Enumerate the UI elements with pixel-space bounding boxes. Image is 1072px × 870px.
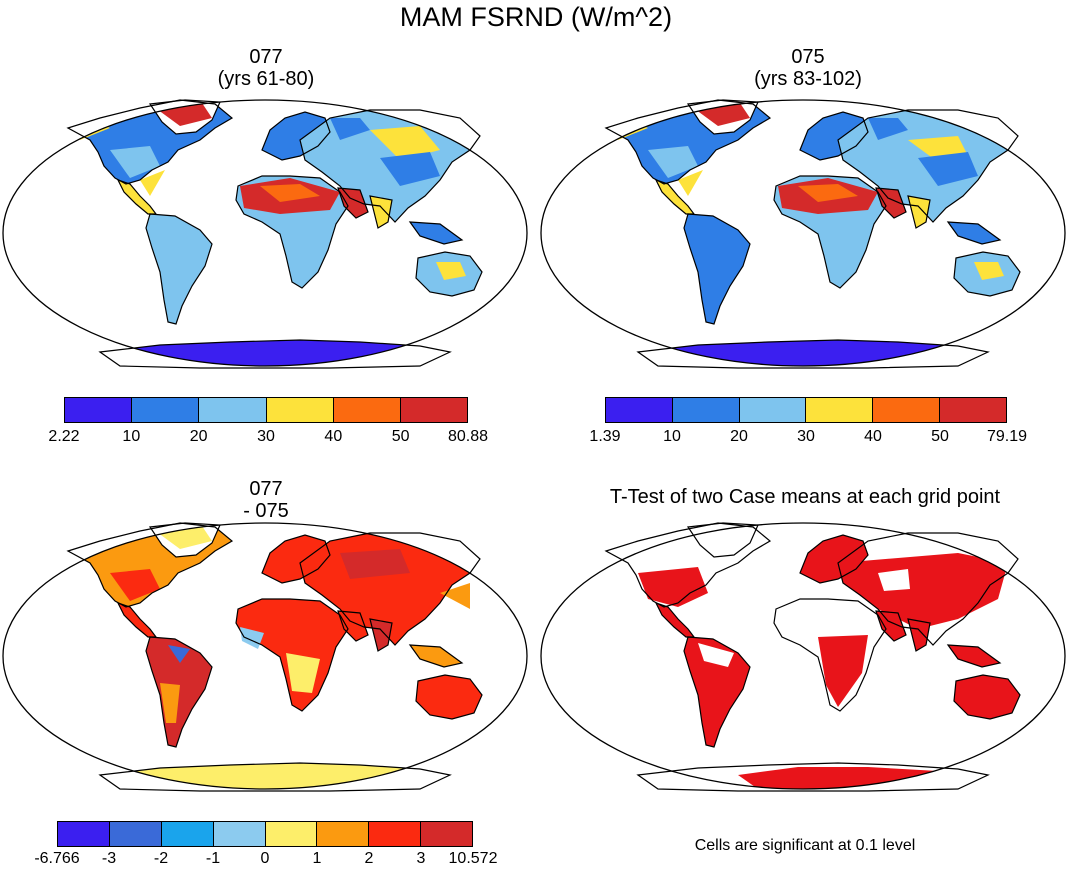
colorbar-bl-segment <box>213 822 266 846</box>
colorbar-tr-tick-label: 79.19 <box>986 428 1028 445</box>
colorbar-tl-tick-label: 30 <box>257 428 275 445</box>
panel-title-tr-line1: 075 <box>791 46 825 68</box>
colorbar-tl-tick-label: 2.22 <box>48 428 80 445</box>
colorbar-bl-tick-label: 1 <box>312 850 322 867</box>
colorbar-tl-segment <box>132 398 200 422</box>
colorbar-tl-tick-label: 80.88 <box>447 428 489 445</box>
colorbar-tr-tick-label: 10 <box>663 428 681 445</box>
map-tl <box>2 99 528 369</box>
panel-title-tl-line2: (yrs 61-80) <box>217 68 315 90</box>
colorbar-bl-tick-label: 2 <box>364 850 374 867</box>
map-tr <box>540 99 1066 369</box>
colorbar-bl-tick-label: 0 <box>260 850 270 867</box>
colorbar-tr-segment <box>606 398 673 422</box>
colorbar-tr-labels: 1.39 10 20 30 40 50 79.19 <box>589 428 1027 448</box>
panel-title-bl-line1: 077 <box>249 478 283 500</box>
panel-title-tl: 077 (yrs 61-80) <box>166 46 366 90</box>
colorbar-tr-segment <box>940 398 1006 422</box>
colorbar-tl-segment <box>65 398 133 422</box>
colorbar-tl-segment <box>266 398 334 422</box>
colorbar-bl-tick-label: 3 <box>416 850 426 867</box>
map-bl <box>2 522 528 792</box>
colorbar-tl <box>64 397 468 423</box>
colorbar-tr-segment <box>672 398 740 422</box>
colorbar-bl-segment <box>421 822 472 846</box>
colorbar-tr-segment <box>806 398 874 422</box>
colorbar-tr-tick-label: 1.39 <box>589 428 621 445</box>
colorbar-bl-tick-label: -2 <box>153 850 169 867</box>
colorbar-tr-tick-label: 40 <box>864 428 882 445</box>
panel-title-bl-line2: - 075 <box>243 500 289 522</box>
colorbar-bl-segment <box>265 822 318 846</box>
panel-title-tl-line1: 077 <box>249 46 283 68</box>
colorbar-tl-tick-label: 40 <box>324 428 343 445</box>
colorbar-tr-segment <box>873 398 941 422</box>
colorbar-bl-tick-label: 10.572 <box>448 850 498 867</box>
colorbar-tr-tick-label: 30 <box>797 428 815 445</box>
colorbar-tl-tick-label: 20 <box>189 428 208 445</box>
panel-title-br: T-Test of two Case means at each grid po… <box>538 486 1072 508</box>
colorbar-tl-segment <box>199 398 267 422</box>
colorbar-tl-segment <box>400 398 468 422</box>
figure-title: MAM FSRND (W/m^2) <box>399 2 673 32</box>
colorbar-tr <box>605 397 1007 423</box>
colorbar-tr-segment <box>739 398 807 422</box>
map-br <box>540 522 1066 792</box>
panel-title-br-line1: T-Test of two Case means at each grid po… <box>609 486 1001 508</box>
colorbar-tl-tick-label: 50 <box>391 428 410 445</box>
panel-title-tr-line2: (yrs 83-102) <box>754 68 862 90</box>
colorbar-bl-segment <box>161 822 214 846</box>
colorbar-bl-tick-label: -1 <box>205 850 221 867</box>
colorbar-bl <box>57 821 473 847</box>
panel-title-tr: 075 (yrs 83-102) <box>708 46 908 90</box>
colorbar-bl-tick-label: -6.766 <box>34 850 80 867</box>
colorbar-tl-labels: 2.22 10 20 30 40 50 80.88 <box>48 428 488 448</box>
panel-title-bl: 077 - 075 <box>166 478 366 522</box>
colorbar-tr-tick-label: 50 <box>931 428 949 445</box>
colorbar-tl-tick-label: 10 <box>122 428 141 445</box>
colorbar-bl-segment <box>58 822 110 846</box>
colorbar-tl-segment <box>333 398 401 422</box>
colorbar-bl-segment <box>369 822 422 846</box>
colorbar-bl-labels: -6.766 -3 -2 -1 0 1 2 3 10.572 <box>34 850 497 870</box>
colorbar-bl-tick-label: -3 <box>101 850 117 867</box>
colorbar-bl-segment <box>317 822 370 846</box>
colorbar-bl-segment <box>109 822 162 846</box>
significance-note: Cells are significant at 0.1 level <box>694 837 916 854</box>
colorbar-tr-tick-label: 20 <box>730 428 748 445</box>
